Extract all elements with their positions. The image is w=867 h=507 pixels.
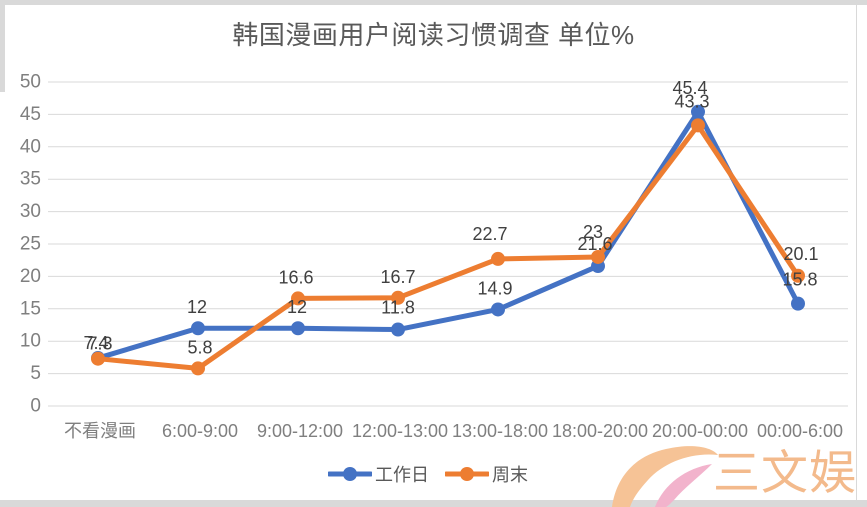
data-label: 7.4 xyxy=(83,333,108,353)
legend-label-workday: 工作日 xyxy=(375,465,429,485)
data-point-marker xyxy=(391,290,405,305)
y-tick-label: 50 xyxy=(20,72,41,93)
gridlines xyxy=(48,81,848,407)
series-line-weekend xyxy=(91,118,805,376)
window-border-top xyxy=(0,0,867,5)
data-label: 16.6 xyxy=(278,267,313,287)
legend-item-weekend: 周末 xyxy=(445,461,528,487)
data-point-marker xyxy=(291,291,305,306)
y-tick-label: 35 xyxy=(20,169,41,190)
window-border-left xyxy=(0,0,5,92)
legend-marker-weekend-icon xyxy=(445,467,489,481)
data-point-marker xyxy=(191,361,205,376)
data-label: 21.6 xyxy=(577,234,612,254)
data-labels-workday: 7.4 12 12 11.8 14.9 21.6 45.4 15.8 xyxy=(83,78,817,353)
data-label: 45.4 xyxy=(672,78,707,98)
chart-title: 韩国漫画用户阅读习惯调查 单位% xyxy=(232,20,635,50)
data-point-marker xyxy=(691,104,705,119)
watermark-brand-text: 三文娱 xyxy=(713,446,857,499)
data-label: 5.8 xyxy=(187,337,212,357)
x-category-label: 12:00-13:00 xyxy=(352,421,448,441)
data-point-marker xyxy=(391,322,405,337)
x-category-label: 6:00-9:00 xyxy=(162,421,238,441)
data-point-marker xyxy=(791,268,805,283)
data-label: 20.1 xyxy=(783,244,818,264)
data-point-marker xyxy=(791,296,805,311)
data-labels-weekend: 7.3 5.8 16.6 16.7 22.7 23 43.3 20.1 xyxy=(87,91,818,357)
data-label: 43.3 xyxy=(674,91,709,111)
data-label: 14.9 xyxy=(477,278,512,298)
data-label: 16.7 xyxy=(380,267,415,287)
data-point-marker xyxy=(591,249,605,264)
x-category-label: 18:00-20:00 xyxy=(552,421,648,441)
data-label: 11.8 xyxy=(381,298,415,318)
window-border-right xyxy=(856,0,857,507)
data-label: 15.8 xyxy=(782,270,817,290)
y-tick-label: 5 xyxy=(30,363,41,384)
y-tick-label: 45 xyxy=(20,104,41,125)
y-tick-label: 15 xyxy=(20,298,41,319)
data-point-marker xyxy=(491,251,505,266)
x-category-label: 00:00-6:00 xyxy=(757,421,843,441)
y-tick-label: 40 xyxy=(20,136,41,157)
data-point-marker xyxy=(91,351,105,366)
series-line-workday xyxy=(91,104,805,366)
data-point-marker xyxy=(191,321,205,336)
y-tick-label: 30 xyxy=(20,201,41,222)
window-border-bottom xyxy=(0,500,867,507)
data-label: 23 xyxy=(583,222,603,242)
y-tick-label: 10 xyxy=(20,331,41,352)
data-point-marker xyxy=(491,302,505,317)
data-label: 12 xyxy=(287,297,307,317)
legend-item-workday: 工作日 xyxy=(328,461,429,487)
data-label: 7.3 xyxy=(87,334,112,354)
y-tick-label: 20 xyxy=(20,266,41,287)
data-label: 12 xyxy=(187,297,207,317)
y-tick-label: 25 xyxy=(20,234,41,255)
x-category-label: 9:00-12:00 xyxy=(257,421,343,441)
data-label: 22.7 xyxy=(472,224,507,244)
chart-legend: 工作日 周末 xyxy=(328,461,528,487)
x-axis-category-labels: 不看漫画 6:00-9:00 9:00-12:00 12:00-13:00 13:00-… xyxy=(64,421,843,441)
y-axis-tick-labels: 0 5 10 15 20 25 30 35 40 45 50 xyxy=(20,72,41,417)
data-point-marker xyxy=(291,321,305,336)
x-category-label: 20:00-00:00 xyxy=(652,421,748,441)
y-tick-label: 0 xyxy=(30,396,41,417)
legend-marker-workday-icon xyxy=(328,467,372,481)
legend-label-weekend: 周末 xyxy=(492,465,528,485)
x-category-label: 不看漫画 xyxy=(64,421,136,441)
x-category-label: 13:00-18:00 xyxy=(452,421,548,441)
data-point-marker xyxy=(691,118,705,133)
